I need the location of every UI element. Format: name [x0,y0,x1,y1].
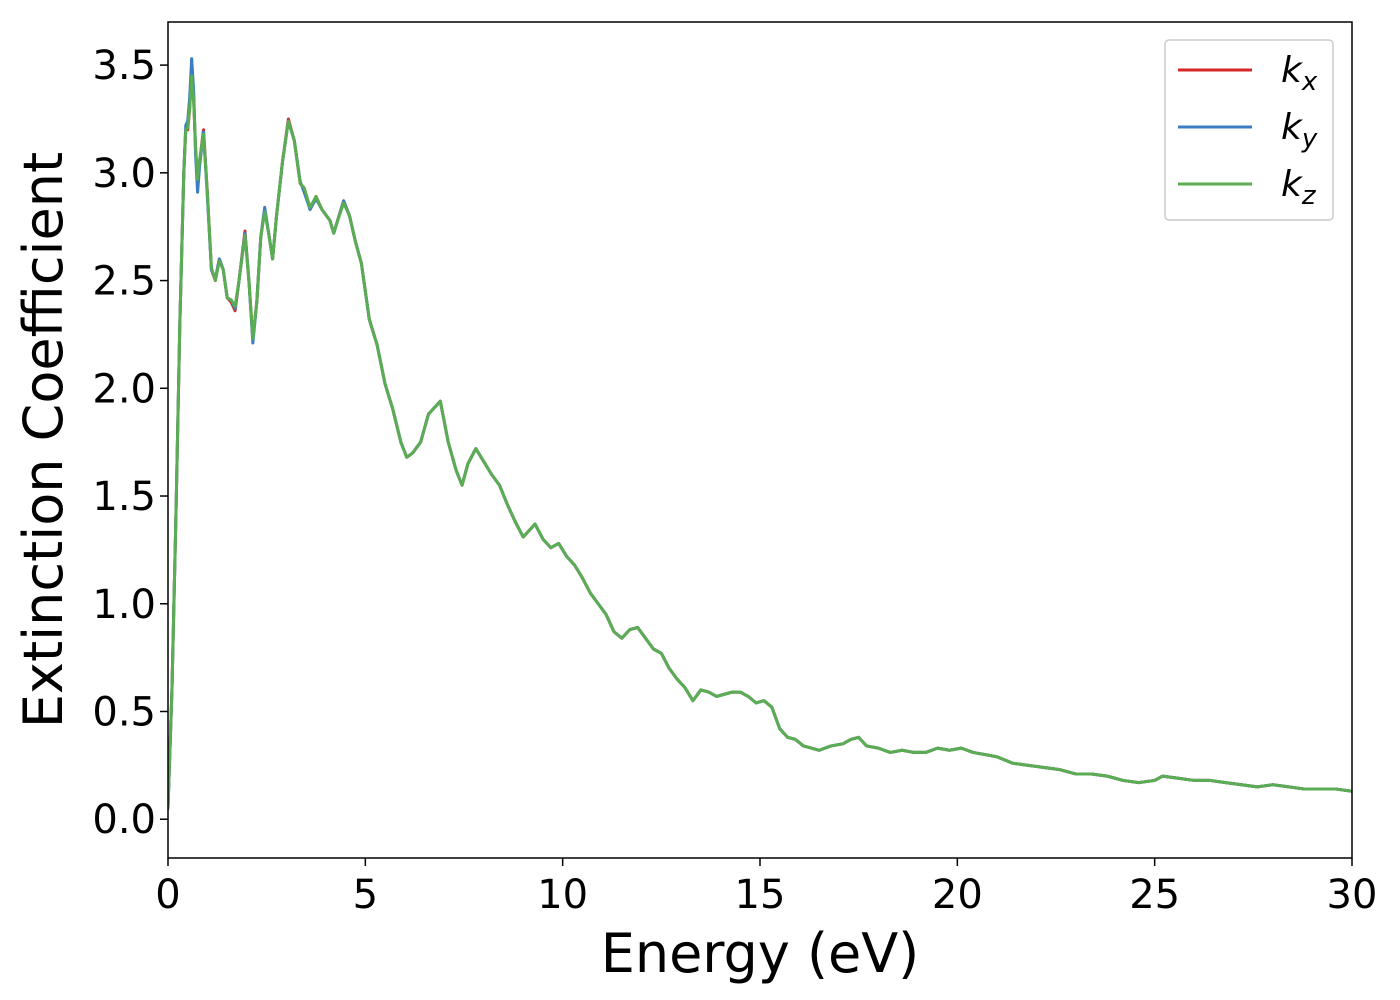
y-tick-label: 1.0 [92,582,156,628]
x-tick-label: 20 [932,872,983,918]
y-tick-label: 1.5 [92,474,156,520]
legend-box [1164,39,1334,221]
legend-label-x: kx [1281,50,1318,97]
y-tick-label: 2.0 [92,366,156,412]
series-line-kz [168,74,1352,810]
legend-label-y: ky [1281,107,1318,154]
series-layer [168,57,1352,810]
x-tick-label: 15 [735,872,786,918]
x-tick-label: 5 [353,872,378,918]
x-tick-label: 30 [1327,872,1378,918]
y-tick-label: 0.0 [92,797,156,843]
legend-label-z: kz [1281,164,1317,211]
y-tick-label: 2.5 [92,259,156,305]
y-tick-label: 3.5 [92,43,156,89]
x-axis-ticks: 0 5 10 15 20 25 30 [155,858,1377,918]
y-tick-label: 3.0 [92,151,156,197]
y-axis-ticks: 0.0 0.5 1.0 1.5 2.0 2.5 3.0 3.5 [92,43,168,843]
x-tick-label: 25 [1129,872,1180,918]
x-axis-title: Energy (eV) [601,922,920,985]
legend: kx ky kz [1164,39,1334,221]
y-tick-label: 0.5 [92,689,156,735]
x-tick-label: 0 [155,872,180,918]
x-tick-label: 10 [537,872,588,918]
y-axis-title: Extinction Coefficient [12,152,75,728]
